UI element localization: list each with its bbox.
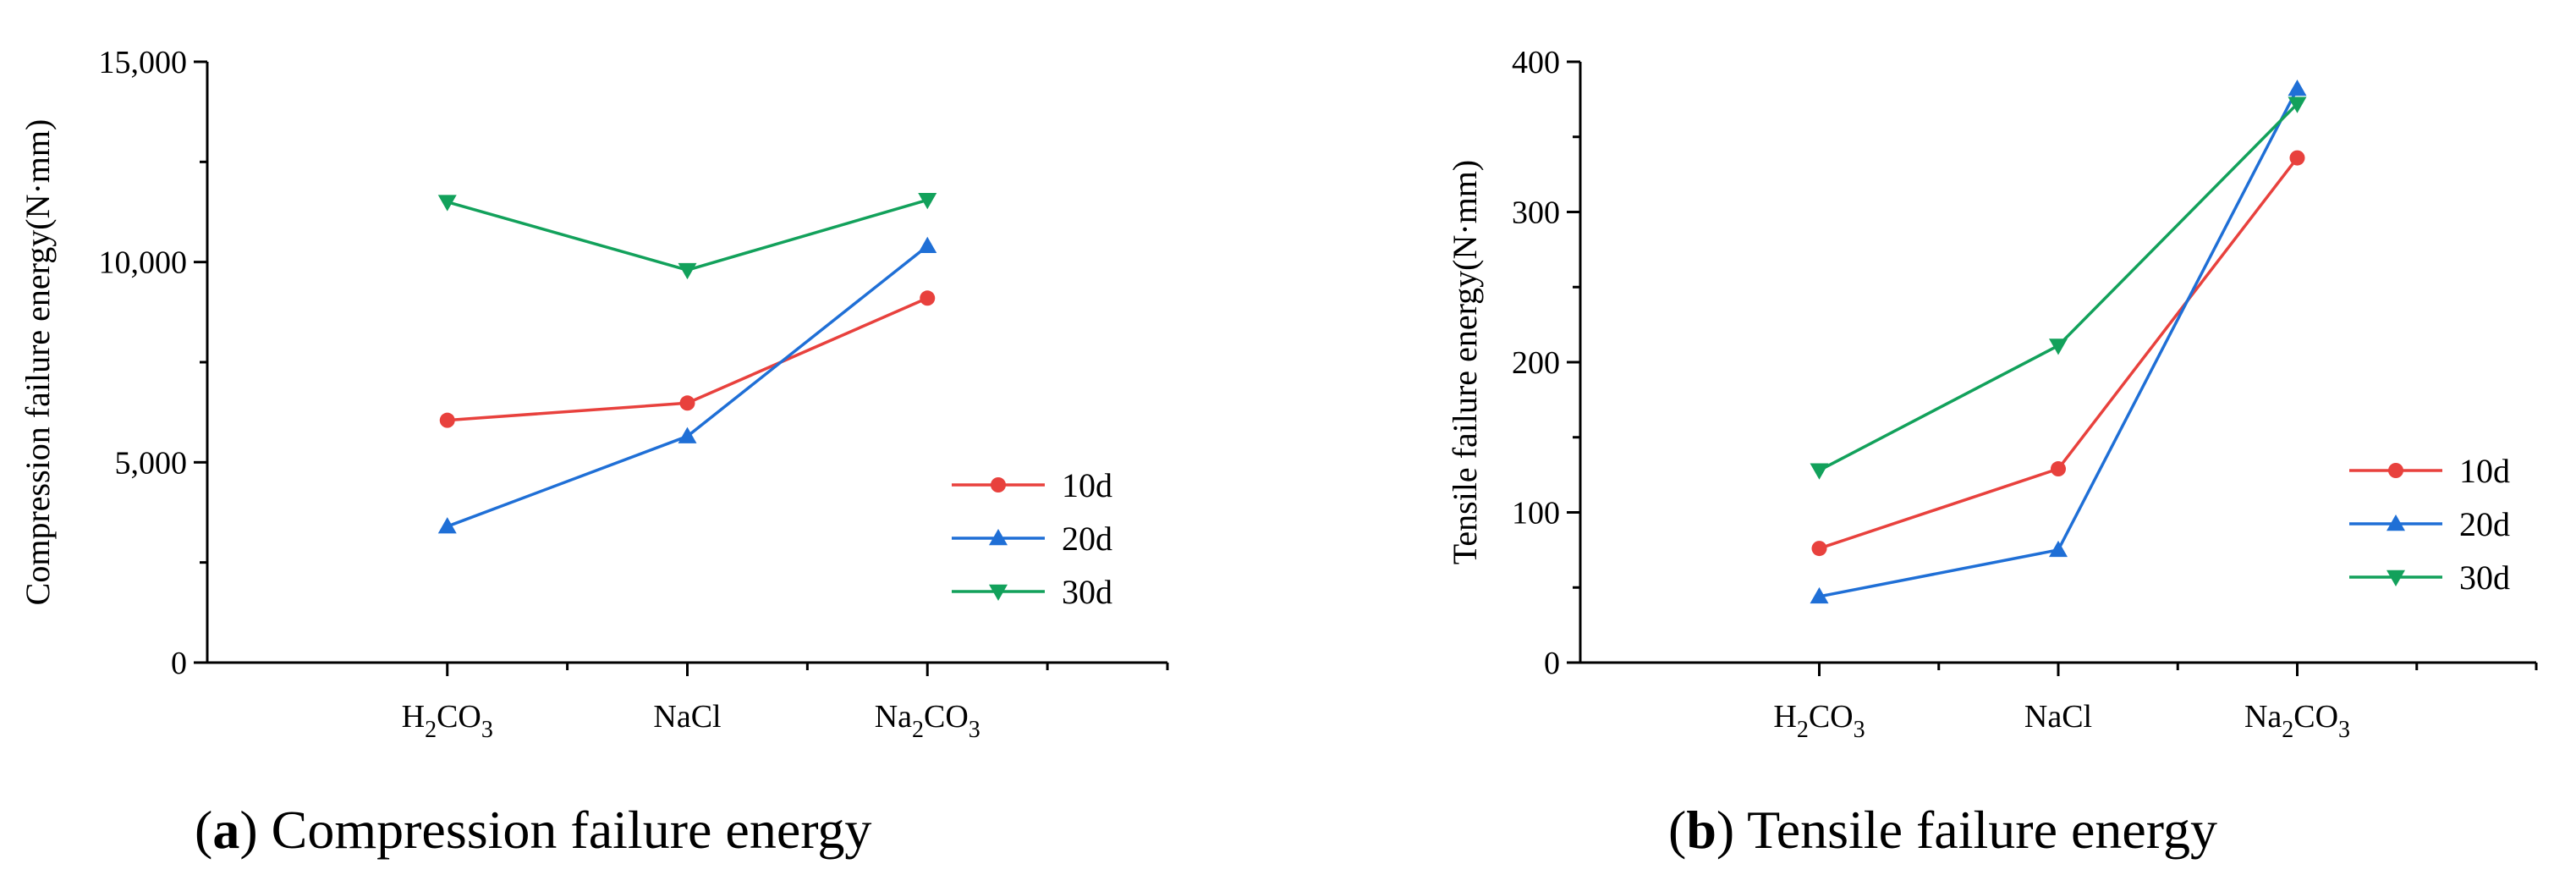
- caption-paren: ): [1716, 800, 1734, 860]
- x-tick-label-base: NaCl: [2024, 699, 2092, 735]
- y-tick-label: 5,000: [115, 445, 188, 481]
- x-tick-label-sub: 3: [969, 717, 980, 743]
- y-tick-label: 0: [171, 646, 187, 681]
- x-tick-label-mid: CO: [924, 699, 969, 735]
- y-tick-label: 300: [1512, 195, 1560, 231]
- x-tick-label: H2CO3: [402, 699, 493, 743]
- data-point-10d: [679, 395, 695, 411]
- data-point-30d: [1810, 463, 1829, 480]
- x-tick-label: NaCl: [2024, 699, 2092, 735]
- legend-label-30d: 30d: [1062, 573, 1112, 611]
- legend-marker-30d: [2387, 570, 2405, 586]
- data-point-20d: [678, 426, 697, 443]
- series-line-30d: [447, 198, 928, 272]
- legend-label-10d: 10d: [2459, 452, 2510, 490]
- caption-paren: ): [239, 800, 257, 860]
- data-point-20d: [2288, 79, 2307, 96]
- x-tick-label-sub: 2: [425, 717, 437, 743]
- legend-marker-10d: [2388, 463, 2403, 478]
- legend-label-10d: 10d: [1062, 466, 1112, 504]
- y-axis-label: Compression failure energy(N·mm): [19, 119, 57, 606]
- caption-letter: a: [212, 800, 239, 860]
- data-point-10d: [2289, 150, 2305, 166]
- series-line-30d: [1818, 102, 2299, 472]
- caption-paren: (: [195, 800, 212, 860]
- legend-label-30d: 30d: [2459, 559, 2510, 597]
- data-point-30d: [678, 262, 697, 280]
- caption-paren: (: [1668, 800, 1686, 860]
- data-point-20d: [2049, 540, 2068, 558]
- caption-text: Compression failure energy: [258, 800, 872, 860]
- legend-marker-30d: [989, 584, 1008, 601]
- data-point-10d: [1811, 541, 1827, 557]
- x-tick-label-base: Na: [875, 699, 912, 735]
- x-tick-label-base: H: [1773, 699, 1796, 735]
- x-tick-label: H2CO3: [1773, 699, 1865, 743]
- caption-text: Tensile failure energy: [1734, 800, 2217, 860]
- x-tick-label-mid: CO: [437, 699, 481, 735]
- x-tick-label-mid: CO: [2293, 699, 2338, 735]
- data-point-30d: [2049, 338, 2068, 355]
- legend-label-20d: 20d: [1062, 520, 1112, 558]
- x-tick-label-base: Na: [2244, 699, 2282, 735]
- data-point-20d: [437, 517, 457, 534]
- y-tick-label: 0: [1544, 646, 1560, 681]
- data-point-30d: [2288, 96, 2307, 113]
- data-point-10d: [2051, 461, 2066, 477]
- y-axis-label: Tensile failure energy(N·mm): [1446, 160, 1484, 565]
- data-point-10d: [439, 412, 455, 428]
- x-tick-label-sub: 3: [1854, 717, 1865, 743]
- x-tick-label-base: NaCl: [653, 699, 721, 735]
- x-tick-label-sub: 3: [481, 717, 493, 743]
- x-tick-label-sub: 2: [2282, 717, 2293, 743]
- data-point-20d: [918, 236, 937, 253]
- y-tick-label: 15,000: [99, 45, 188, 80]
- legend-label-20d: 20d: [2459, 505, 2510, 543]
- data-point-30d: [918, 193, 937, 210]
- x-tick-label-mid: CO: [1809, 699, 1854, 735]
- panel-caption: (b) Tensile failure energy: [1668, 800, 2217, 860]
- legend-marker-10d: [991, 477, 1006, 493]
- x-tick-label: Na2CO3: [2244, 699, 2350, 743]
- panel-caption: (a) Compression failure energy: [195, 800, 871, 860]
- y-tick-label: 200: [1512, 345, 1560, 381]
- x-tick-label: NaCl: [653, 699, 721, 735]
- x-tick-label-sub: 2: [1797, 717, 1809, 743]
- legend-marker-20d: [2387, 515, 2405, 531]
- data-point-20d: [1810, 586, 1829, 604]
- x-tick-label-base: H: [402, 699, 425, 735]
- data-point-30d: [437, 195, 457, 212]
- y-tick-label: 100: [1512, 496, 1560, 531]
- y-tick-label: 400: [1512, 45, 1560, 80]
- data-point-10d: [920, 290, 936, 306]
- caption-letter: b: [1686, 800, 1716, 860]
- y-tick-label: 10,000: [99, 245, 188, 281]
- x-tick-label-sub: 3: [2338, 717, 2350, 743]
- x-tick-label-sub: 2: [912, 717, 924, 743]
- legend-marker-20d: [989, 529, 1008, 546]
- x-tick-label: Na2CO3: [875, 699, 980, 743]
- series-line-20d: [447, 245, 929, 528]
